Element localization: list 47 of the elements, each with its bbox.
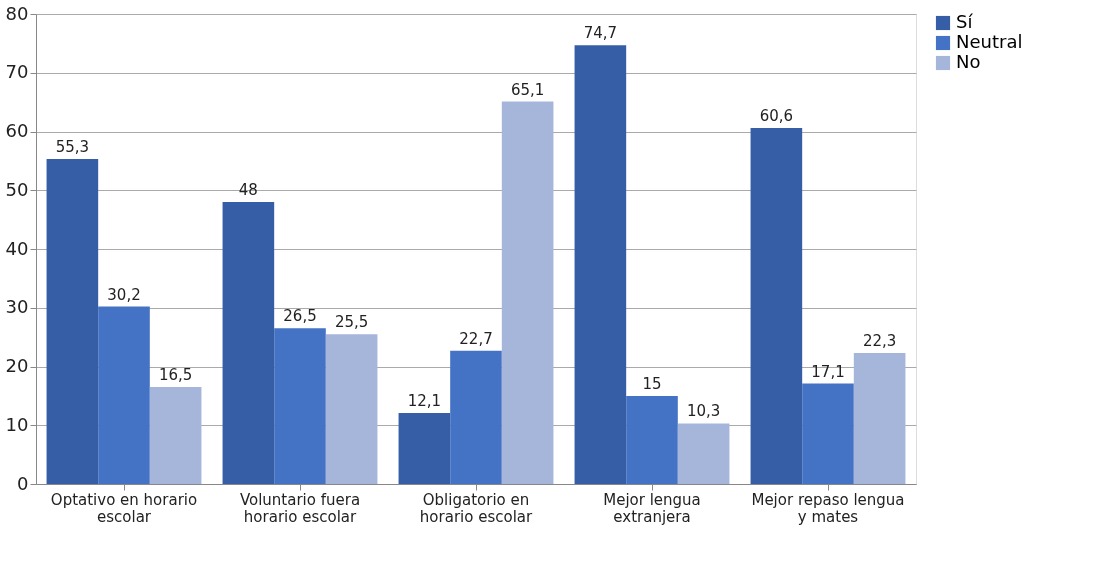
data-label: 25,5: [334, 313, 369, 332]
x-tick-label: Voluntario fuera horario escolar: [239, 490, 361, 526]
data-label: 60,6: [759, 106, 794, 125]
y-tick-label: 50: [5, 178, 29, 200]
bar: [450, 350, 502, 484]
bar: [398, 412, 451, 484]
y-tick-label: 10: [5, 413, 29, 435]
data-label: 22,3: [862, 331, 897, 350]
y-tick-label: 70: [5, 61, 29, 83]
data-label: 12,1: [407, 391, 442, 410]
y-tick-label: 80: [5, 2, 29, 24]
y-tick-label: 20: [5, 355, 29, 376]
bar: [677, 423, 730, 484]
data-label: 17,1: [811, 362, 845, 381]
bar: [149, 387, 202, 484]
legend-label: Neutral: [956, 31, 1023, 52]
y-tick-label: 40: [5, 237, 29, 259]
legend-label: No: [956, 51, 981, 72]
data-label: 16,5: [158, 366, 193, 385]
data-label: 15: [642, 374, 662, 393]
bar: [274, 328, 326, 484]
data-label: 30,2: [107, 285, 141, 304]
bar: [325, 334, 378, 484]
bar: [501, 101, 554, 484]
legend-label: Sí: [956, 11, 974, 32]
bar: [802, 383, 854, 484]
x-tick-label: Optativo en horario escolar: [50, 490, 198, 526]
y-tick-label: 60: [5, 120, 29, 141]
data-label: 22,7: [459, 329, 493, 348]
data-label: 65,1: [510, 80, 545, 99]
bar: [750, 127, 803, 484]
data-label: 26,5: [283, 307, 317, 326]
bar: [222, 202, 275, 484]
x-tick-label: Mejor repaso lengua y mates: [751, 490, 905, 526]
bar: [626, 395, 678, 484]
data-label: 55,3: [55, 138, 90, 157]
bar: [574, 45, 627, 484]
x-tick-label: Obligatorio en horario escolar: [419, 490, 533, 526]
bar: [98, 306, 150, 484]
data-label: 48: [238, 181, 258, 199]
bar: [46, 159, 99, 484]
y-tick-label: 30: [5, 296, 29, 318]
y-tick-label: 0: [17, 472, 29, 494]
bar: [853, 352, 906, 484]
data-label: 74,7: [583, 24, 618, 43]
x-tick-label: Mejor lengua extranjera: [603, 490, 701, 526]
data-label: 10,3: [686, 402, 721, 421]
